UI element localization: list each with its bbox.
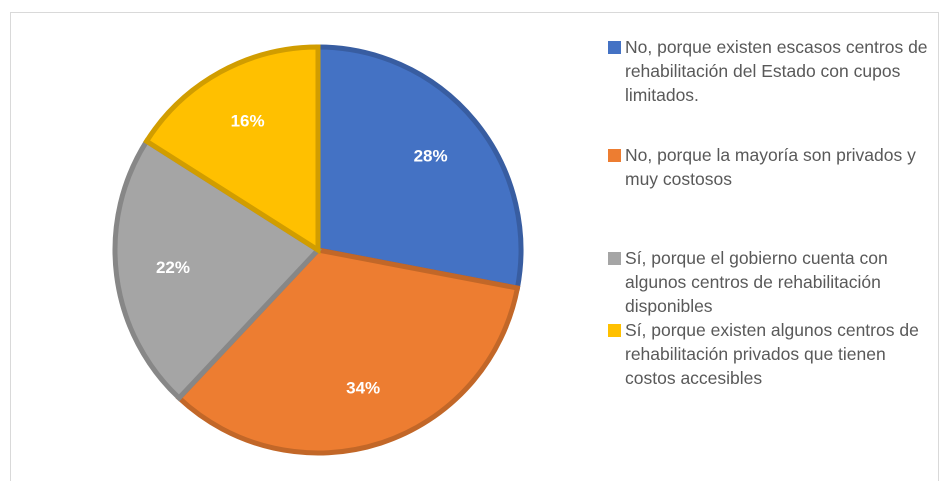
data-label: 22% xyxy=(156,258,190,277)
legend-entry: No, porque la mayoría son privados y muy… xyxy=(608,143,938,191)
data-label: 34% xyxy=(346,378,380,397)
legend-entry: Sí, porque existen algunos centros de re… xyxy=(608,318,938,390)
legend-swatch xyxy=(608,149,621,162)
legend-swatch xyxy=(608,252,621,265)
legend-label: No, porque existen escasos centros de re… xyxy=(625,37,928,105)
data-label: 28% xyxy=(414,146,448,165)
chart-frame xyxy=(10,12,939,481)
pie-slice xyxy=(175,247,521,456)
legend-entry: No, porque existen escasos centros de re… xyxy=(608,35,938,107)
legend-entry: Sí, porque el gobierno cuenta con alguno… xyxy=(608,246,938,318)
legend-label: Sí, porque el gobierno cuenta con alguno… xyxy=(625,248,888,316)
legend-swatch xyxy=(608,324,621,337)
legend-swatch xyxy=(608,41,621,54)
pie-slice xyxy=(112,137,322,402)
legend-label: No, porque la mayoría son privados y muy… xyxy=(625,145,916,189)
data-label: 16% xyxy=(231,111,265,130)
pie-slice xyxy=(143,44,321,255)
pie-slice xyxy=(315,44,524,291)
legend-label: Sí, porque existen algunos centros de re… xyxy=(625,320,919,388)
